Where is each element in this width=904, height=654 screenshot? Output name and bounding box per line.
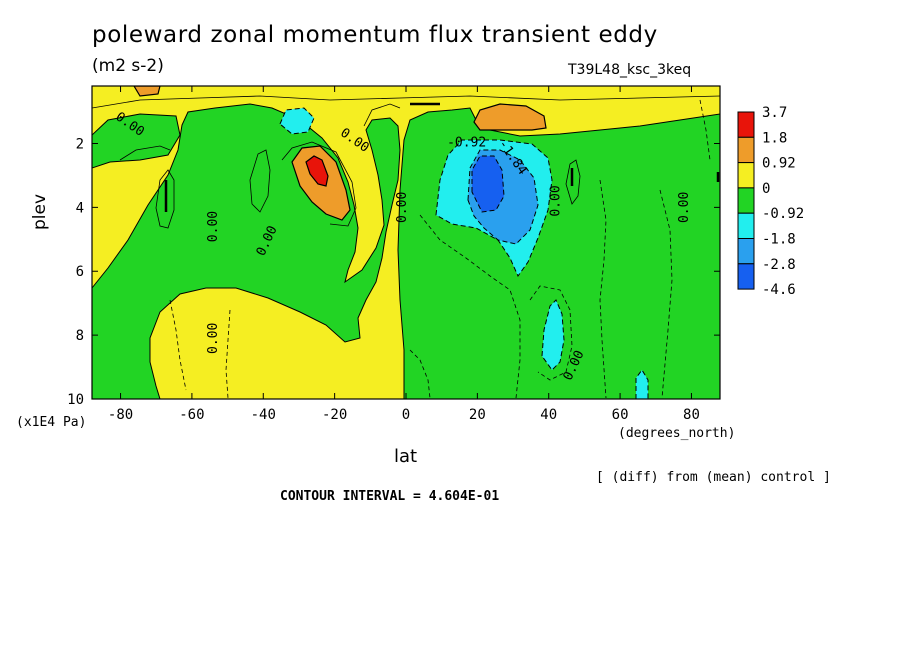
- contour-dark-features: [164, 102, 720, 212]
- run-label: T39L48_ksc_3keq: [568, 62, 692, 78]
- colorbar-level-label: 0: [762, 181, 770, 197]
- x-axis-label: lat: [394, 446, 418, 467]
- region-orange-upper-north: [473, 103, 547, 131]
- colorbar-swatch: [737, 212, 755, 239]
- colorbar-level-label: 1.8: [762, 130, 787, 146]
- region-green-equatorward: [92, 113, 181, 169]
- contour-label: 0.00: [395, 192, 410, 223]
- diff-note: [ (diff) from (mean) control ]: [596, 470, 831, 485]
- y-axis-unit: (x1E4 Pa): [16, 415, 87, 430]
- region-cyan-upper-south: [279, 107, 315, 135]
- x-tick-label: -60: [179, 407, 204, 423]
- region-blue-core: [471, 155, 505, 213]
- y-tick-label: 4: [76, 200, 84, 216]
- y-tick-label: 2: [76, 136, 84, 152]
- x-tick-label: 40: [540, 407, 557, 423]
- contour-label: 0.00: [206, 211, 221, 242]
- colorbar-level-label: 0.92: [762, 156, 796, 172]
- colorbar-level-label: -1.8: [762, 232, 796, 248]
- colorbar-swatch: [737, 187, 755, 214]
- colorbar-swatch: [737, 238, 755, 265]
- x-axis-unit: (degrees_north): [618, 426, 736, 441]
- x-tick-label: 80: [683, 407, 700, 423]
- colorbar: 3.7 1.8 0.92 0 -0.92 -1.8 -2.8 -4.6: [737, 105, 804, 298]
- x-axis-ticks: -80 -60 -40 -20 0 20 40 60 80: [108, 86, 700, 423]
- contour-label: 0.00: [677, 192, 692, 223]
- negative-contours: [169, 99, 711, 399]
- colorbar-level-label: -0.92: [762, 206, 804, 222]
- x-tick-label: -40: [251, 407, 276, 423]
- chart-units: (m2 s-2): [92, 56, 164, 76]
- colorbar-swatch: [737, 162, 755, 189]
- colorbar-swatch: [737, 136, 755, 164]
- x-tick-label: 0: [402, 407, 410, 423]
- colorbar-level-label: 3.7: [762, 105, 787, 121]
- region-cyan-polar: [635, 369, 649, 399]
- positive-contours: [92, 95, 720, 229]
- y-tick-label: 6: [76, 264, 84, 280]
- region-cyan-lower: [541, 299, 565, 371]
- region-orange-top-south: [133, 86, 161, 97]
- x-tick-label: 60: [612, 407, 629, 423]
- colorbar-level-label: -2.8: [762, 257, 796, 273]
- x-tick-label: -80: [108, 407, 133, 423]
- region-red-core: [305, 155, 329, 187]
- x-tick-label: 20: [469, 407, 486, 423]
- x-tick-label: -20: [322, 407, 347, 423]
- contour-label: 0.00: [206, 323, 221, 354]
- contour-label: 0.00: [548, 185, 563, 216]
- chart-title: poleward zonal momentum flux transient e…: [92, 22, 658, 48]
- contour-label: -0.92: [447, 136, 486, 151]
- colorbar-swatch: [737, 263, 755, 290]
- y-tick-label: 8: [76, 328, 84, 344]
- y-tick-label: 10: [67, 392, 84, 408]
- y-axis-ticks: 2 4 6 8 10: [67, 136, 720, 408]
- colorbar-swatch: [737, 111, 755, 138]
- colorbar-level-label: -4.6: [762, 282, 796, 298]
- contour-interval: CONTOUR INTERVAL = 4.604E-01: [280, 489, 500, 504]
